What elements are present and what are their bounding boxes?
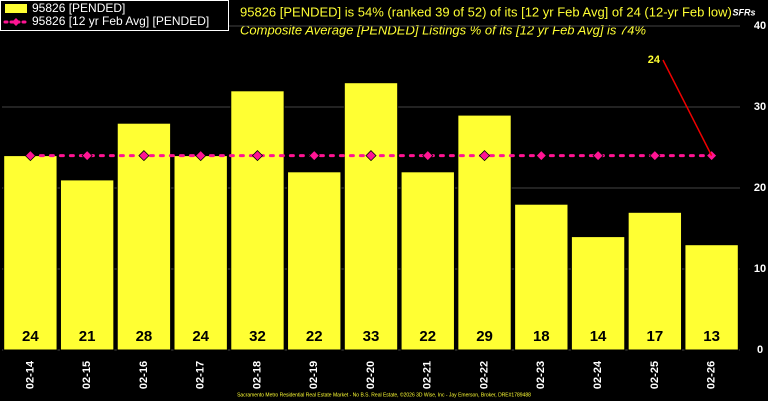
avg-marker	[478, 150, 491, 162]
x-tick-label: 02-21	[422, 361, 434, 389]
avg-marker	[365, 150, 377, 162]
bar	[3, 155, 58, 351]
y-tick-label: 20	[754, 182, 766, 194]
data-label: 21	[79, 328, 96, 345]
legend-box	[0, 0, 229, 31]
x-tick-label: 02-24	[592, 360, 604, 389]
data-label: 22	[419, 328, 436, 345]
x-tick-label: 02-16	[138, 361, 150, 389]
bar	[287, 171, 342, 351]
x-tick-label: 02-15	[81, 361, 93, 389]
data-label: 17	[647, 328, 664, 345]
y-axis-label: SFRs	[732, 7, 755, 17]
annotation: 24	[648, 54, 661, 66]
y-tick-label: 40	[754, 20, 766, 32]
avg-marker	[195, 150, 207, 162]
x-tick-label: 02-25	[649, 361, 661, 389]
bar	[400, 171, 455, 351]
y-tick-label: 10	[754, 263, 766, 275]
footer: Sacramento Metro Residential Real Estate…	[237, 391, 531, 398]
y-tick-label: 0	[757, 344, 763, 356]
data-label: 14	[590, 328, 607, 345]
legend-label: 95826 [12 yr Feb Avg] [PENDED]	[32, 14, 209, 28]
x-tick-label: 02-19	[308, 361, 320, 389]
legend-label: 95826 [PENDED]	[32, 1, 125, 15]
avg-marker	[138, 150, 150, 162]
data-label: 24	[22, 328, 39, 345]
x-tick-label: 02-14	[24, 360, 36, 389]
data-label: 24	[192, 328, 209, 345]
avg-marker	[649, 150, 661, 162]
data-label: 33	[363, 328, 380, 345]
bar	[59, 179, 115, 351]
legend-swatch	[5, 4, 27, 13]
bar	[343, 82, 399, 351]
data-label: 22	[306, 328, 323, 345]
chart-title: 95826 [PENDED] is 54% (ranked 39 of 52) …	[240, 4, 732, 19]
avg-marker	[251, 150, 264, 162]
bar	[570, 236, 626, 351]
y-tick-label: 30	[754, 101, 766, 113]
x-tick-label: 02-26	[706, 361, 718, 389]
data-label: 29	[476, 328, 493, 345]
avg-marker	[24, 150, 36, 162]
x-tick-label: 02-17	[195, 361, 207, 389]
avg-marker	[422, 150, 434, 162]
bar	[684, 244, 739, 351]
avg-marker	[308, 150, 320, 162]
data-label: 32	[249, 328, 266, 345]
x-tick-label: 02-23	[535, 361, 547, 389]
legend-swatch	[12, 18, 20, 26]
avg-marker	[81, 150, 93, 162]
bar	[230, 90, 285, 351]
bar	[514, 203, 569, 351]
chart-subtitle: Composite Average [PENDED] Listings % of…	[240, 22, 646, 37]
bar	[173, 155, 228, 351]
bar	[627, 211, 683, 351]
x-tick-label: 02-18	[251, 361, 263, 389]
data-label: 28	[136, 328, 153, 345]
annotation-arrow	[662, 59, 713, 156]
data-label: 18	[533, 328, 550, 345]
x-tick-label: 02-22	[478, 361, 490, 389]
avg-marker	[535, 150, 547, 162]
data-label: 13	[703, 328, 720, 345]
x-tick-label: 02-20	[365, 361, 377, 389]
avg-marker	[592, 150, 604, 162]
